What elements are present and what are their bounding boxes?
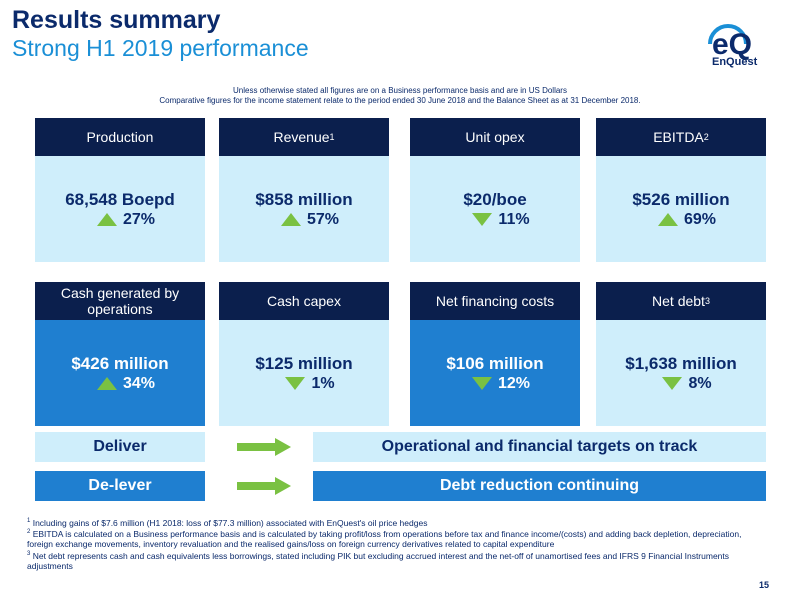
kpi-value: $125 million xyxy=(255,353,353,373)
up-arrow-icon xyxy=(96,213,117,226)
kpi-card-cash-generated: Cash generated by operations $426 millio… xyxy=(35,282,205,426)
delever-text: Debt reduction continuing xyxy=(313,471,766,501)
kpi-change: 69% xyxy=(683,210,717,228)
kpi-change: 34% xyxy=(122,374,156,392)
kpi-card-cash-capex: Cash capex $125 million 1% xyxy=(219,282,389,426)
kpi-label: Revenue 1 xyxy=(219,118,389,156)
kpi-card-unit-opex: Unit opex $20/boe 11% xyxy=(410,118,580,262)
footnote-1: 1 Including gains of $7.6 million (H1 20… xyxy=(27,517,428,528)
kpi-value: $426 million xyxy=(71,353,169,373)
up-arrow-icon xyxy=(96,377,117,390)
kpi-value: $526 million xyxy=(632,189,730,209)
kpi-card-net-debt: Net debt 3 $1,638 million 8% xyxy=(596,282,766,426)
deliver-text: Operational and financial targets on tra… xyxy=(313,432,766,462)
kpi-value: 68,548 Boepd xyxy=(65,189,175,209)
kpi-label: Cash generated by operations xyxy=(35,282,205,320)
right-arrow-icon xyxy=(237,438,291,456)
comparative-note: Comparative figures for the income state… xyxy=(159,96,641,105)
kpi-label: Production xyxy=(35,118,205,156)
kpi-value: $106 million xyxy=(446,353,544,373)
deliver-label: Deliver xyxy=(35,432,205,462)
kpi-value: $858 million xyxy=(255,189,353,209)
kpi-label: Unit opex xyxy=(410,118,580,156)
page-subtitle: Strong H1 2019 performance xyxy=(12,35,309,61)
kpi-label: Cash capex xyxy=(219,282,389,320)
down-arrow-icon xyxy=(285,377,306,390)
kpi-card-production: Production 68,548 Boepd 27% xyxy=(35,118,205,262)
delever-label: De-lever xyxy=(35,471,205,501)
kpi-card-net-financing: Net financing costs $106 million 12% xyxy=(410,282,580,426)
basis-note: Unless otherwise stated all figures are … xyxy=(233,86,567,95)
down-arrow-icon xyxy=(472,213,493,226)
kpi-change: 12% xyxy=(497,374,531,392)
kpi-change: 1% xyxy=(311,374,335,392)
kpi-label: Net financing costs xyxy=(410,282,580,320)
kpi-change: 27% xyxy=(122,210,156,228)
kpi-card-ebitda: EBITDA 2 $526 million 69% xyxy=(596,118,766,262)
logo-wordmark: EnQuest xyxy=(712,56,758,68)
page-title: Results summary xyxy=(12,6,221,34)
up-arrow-icon xyxy=(657,213,678,226)
kpi-change: 57% xyxy=(306,210,340,228)
footnote-3: 3 Net debt represents cash and cash equi… xyxy=(27,550,730,572)
enquest-logo: eQ xyxy=(708,24,752,61)
right-arrow-icon xyxy=(237,477,291,495)
svg-text:eQ: eQ xyxy=(712,28,752,61)
kpi-change: 8% xyxy=(688,374,712,392)
kpi-label: Net debt 3 xyxy=(596,282,766,320)
kpi-card-revenue: Revenue 1 $858 million 57% xyxy=(219,118,389,262)
down-arrow-icon xyxy=(662,377,683,390)
up-arrow-icon xyxy=(280,213,301,226)
down-arrow-icon xyxy=(471,377,492,390)
kpi-change: 11% xyxy=(498,210,530,228)
footnote-2: 2 EBITDA is calculated on a Business per… xyxy=(27,528,742,550)
page-number: 15 xyxy=(759,580,770,590)
kpi-value: $1,638 million xyxy=(625,353,737,373)
kpi-label: EBITDA 2 xyxy=(596,118,766,156)
kpi-value: $20/boe xyxy=(463,189,527,209)
